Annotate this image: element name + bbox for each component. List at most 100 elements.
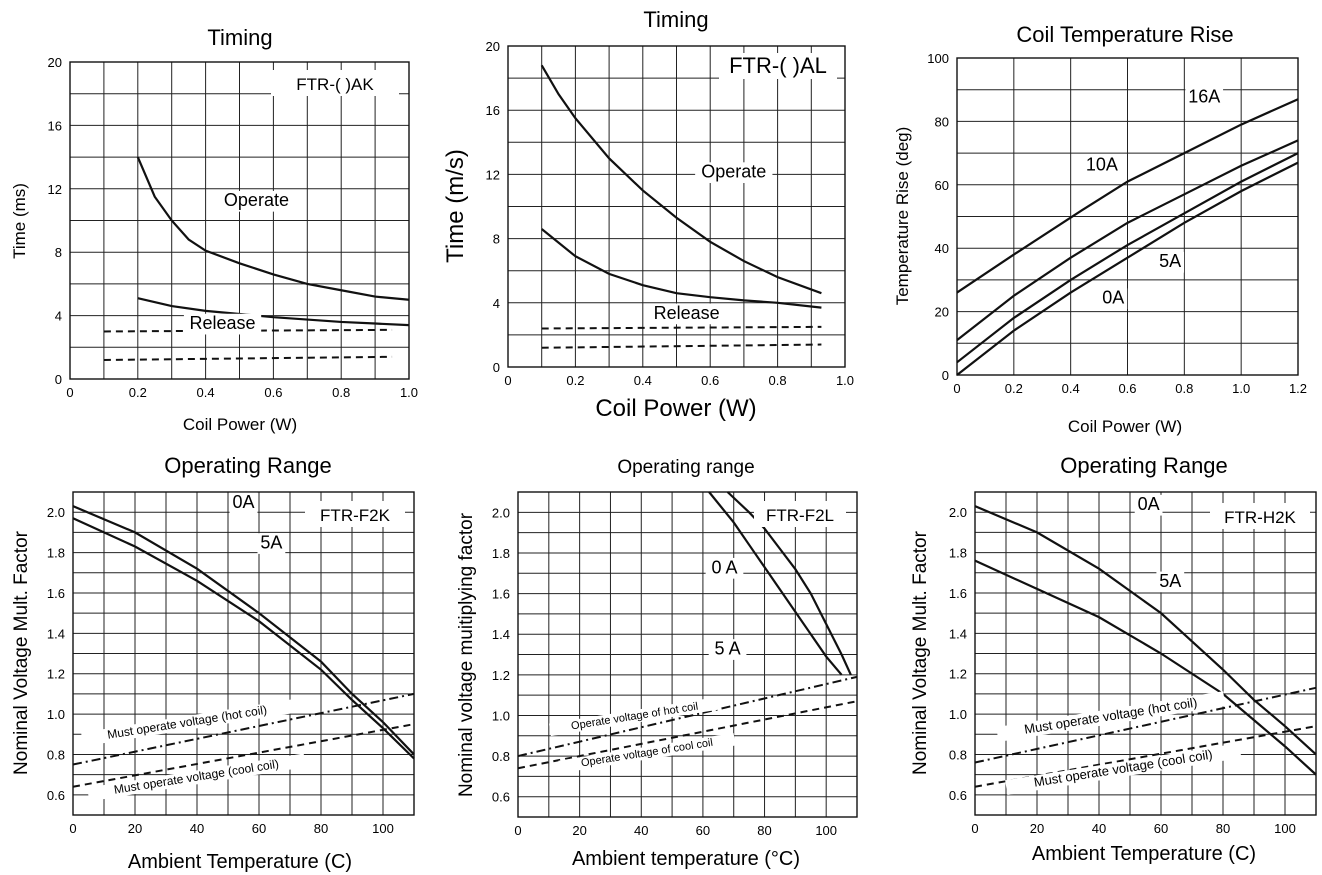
annotation-bg: [1134, 494, 1163, 516]
annotation-hot: Must operate voltage (hot coil): [996, 691, 1226, 742]
annotation-text: Operate: [224, 190, 289, 210]
chart-title: Operating Range: [164, 453, 332, 478]
y-tick-label: 1.6: [492, 587, 510, 602]
annotation-bg: [705, 557, 744, 579]
series-line-3: [517, 700, 858, 770]
series-line-1: [974, 559, 1317, 776]
series-line-2: [541, 325, 822, 330]
y-tick-label: 1.2: [47, 667, 65, 682]
annotation-0a: 0A: [1099, 288, 1128, 310]
plot-frame: [69, 61, 410, 380]
annotation-release: Release: [647, 303, 726, 325]
x-tick-label: 0.2: [566, 373, 584, 388]
y-tick-label: 0.6: [492, 790, 510, 805]
y-tick-label: 16: [486, 103, 500, 118]
x-axis-label: Ambient temperature (°C): [572, 848, 800, 870]
plot-frame: [974, 491, 1317, 816]
y-axis-label: Time (ms): [10, 183, 29, 259]
plot-frame: [517, 491, 858, 818]
y-tick-label: 0.8: [492, 749, 510, 764]
annotation-bg: [87, 753, 306, 802]
y-tick-label: 0: [493, 360, 500, 375]
series-line-0: [956, 98, 1299, 294]
y-tick-label: 100: [927, 51, 949, 66]
x-axis-label: Coil Power (W): [595, 395, 756, 422]
x-tick-label: 0.6: [264, 385, 282, 400]
y-tick-label: 0: [942, 368, 949, 383]
y-tick-label: 4: [55, 309, 62, 324]
chart-title: Coil Temperature Rise: [1016, 22, 1233, 47]
model-label-bg: [754, 501, 846, 527]
annotation-text: Release: [654, 303, 720, 323]
annotation-bg: [81, 699, 294, 747]
x-tick-label: 40: [634, 823, 648, 838]
x-tick-label: 100: [1274, 821, 1296, 836]
annotation-text: 16A: [1188, 86, 1220, 106]
x-tick-label: 60: [252, 821, 266, 836]
annotation-text: Release: [190, 313, 256, 333]
y-tick-label: 1.8: [492, 546, 510, 561]
annotation-0a: 0A: [229, 492, 258, 514]
series-line-1: [956, 139, 1299, 341]
x-tick-label: 0: [504, 373, 511, 388]
y-tick-label: 0.8: [949, 747, 967, 762]
series-line-1: [541, 228, 822, 309]
annotation-cool: Must operate voltage (cool coil): [87, 753, 306, 802]
x-axis-label: Coil Power (W): [1068, 417, 1182, 436]
x-tick-label: 0: [66, 385, 73, 400]
annotation-text: 0A: [1102, 288, 1124, 308]
x-tick-label: 60: [1154, 821, 1168, 836]
annotation-5a: 5 A: [708, 639, 747, 660]
annotation-bg: [558, 732, 736, 774]
y-tick-label: 20: [486, 39, 500, 54]
x-tick-label: 60: [696, 823, 710, 838]
y-tick-label: 1.6: [949, 586, 967, 601]
x-tick-label: 20: [128, 821, 142, 836]
x-tick-label: 80: [757, 823, 771, 838]
x-tick-label: 0: [514, 823, 521, 838]
y-axis-label: Nominal Voltage Mult. Factor: [910, 530, 931, 775]
y-tick-label: 60: [935, 178, 949, 193]
series-line-0: [72, 505, 415, 756]
annotation-text: Must operate voltage (cool coil): [1033, 747, 1214, 790]
annotation-text: 5A: [1159, 571, 1181, 591]
grid: [72, 491, 415, 816]
y-tick-label: 1.4: [47, 626, 65, 641]
y-tick-label: 8: [493, 232, 500, 247]
annotation-bg: [183, 313, 262, 335]
series-line-3: [974, 725, 1317, 788]
x-tick-label: 20: [1030, 821, 1044, 836]
annotation-text: 0 A: [711, 557, 737, 577]
x-tick-label: 0: [69, 821, 76, 836]
annotation-operate: Operate: [695, 162, 773, 184]
y-axis-label: Temperature Rise (deg): [893, 127, 912, 306]
annotation-text: Operate voltage of cool coil: [580, 737, 714, 770]
y-tick-label: 1.6: [47, 586, 65, 601]
chart-title: Timing: [643, 7, 708, 32]
y-axis-label: Nominal Voltage Mult. Factor: [11, 530, 32, 775]
y-tick-label: 1.8: [47, 546, 65, 561]
annotation-text: Must operate voltage (hot coil): [1023, 695, 1198, 737]
annotation-bg: [1156, 251, 1185, 273]
x-tick-label: 1.0: [1232, 381, 1250, 396]
annotation-bg: [549, 696, 721, 737]
annotation-text: 0A: [1138, 494, 1160, 514]
y-tick-label: 1.0: [949, 707, 967, 722]
annotation-cool: Must operate voltage (cool coil): [1005, 743, 1242, 795]
x-tick-label: 100: [372, 821, 394, 836]
model-label: FTR-( )AK: [296, 75, 374, 94]
y-tick-label: 12: [48, 182, 62, 197]
annotation-text: 10A: [1086, 155, 1118, 175]
chart-title: Operating Range: [1060, 453, 1228, 478]
y-tick-label: 0.6: [949, 788, 967, 803]
annotation-5a: 5A: [1156, 571, 1185, 593]
y-tick-label: 0.6: [47, 788, 65, 803]
x-tick-label: 0.8: [1175, 381, 1193, 396]
annotation-bg: [1083, 155, 1121, 176]
model-label-bg: [719, 53, 837, 79]
annotation-release: Release: [183, 313, 262, 335]
x-tick-label: 1.2: [1289, 381, 1307, 396]
grid: [507, 45, 846, 368]
series-line-0: [136, 156, 410, 301]
x-tick-label: 0.2: [129, 385, 147, 400]
